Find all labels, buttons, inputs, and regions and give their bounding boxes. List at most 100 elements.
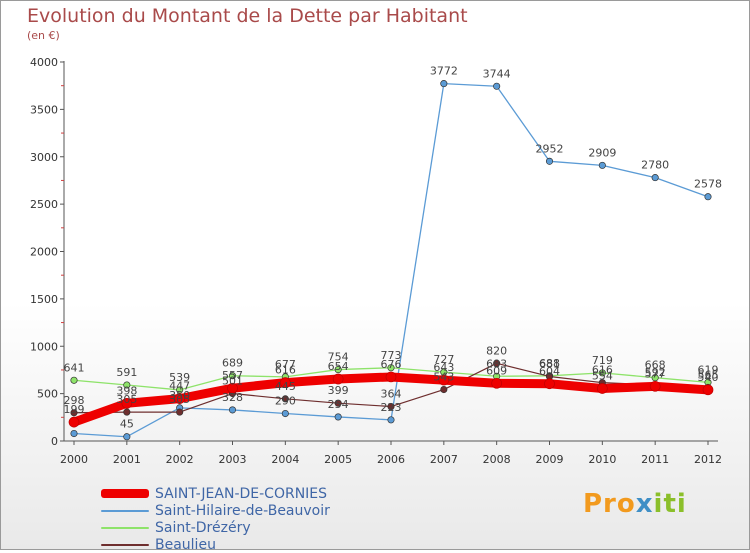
series-point-0 <box>491 377 503 389</box>
x-tick-label: 2012 <box>694 453 722 466</box>
legend-label: Saint-Drézéry <box>155 519 251 536</box>
data-label-1: 2952 <box>536 142 564 155</box>
data-label-3: 399 <box>328 384 349 397</box>
series-point-1 <box>704 193 712 201</box>
data-label-2: 773 <box>381 349 402 362</box>
data-label-3: 616 <box>592 364 613 377</box>
legend-swatch <box>101 526 149 529</box>
y-tick-label: 500 <box>37 388 58 401</box>
data-label-2: 677 <box>275 358 296 371</box>
legend-item: Saint-Drézéry <box>101 519 330 536</box>
data-label-2: 668 <box>645 359 666 372</box>
data-label-0: 199 <box>64 403 85 416</box>
series-point-0 <box>649 380 661 392</box>
series-point-1 <box>598 161 606 169</box>
data-label-2: 719 <box>592 354 613 367</box>
data-label-1: 2578 <box>694 178 722 191</box>
x-tick-label: 2004 <box>271 453 299 466</box>
y-tick-label: 2000 <box>30 246 58 259</box>
series-point-0 <box>227 382 238 394</box>
series-point-0 <box>332 373 344 385</box>
series-point-2 <box>334 366 342 374</box>
data-label-0: 654 <box>328 360 349 373</box>
data-label-2: 683 <box>486 357 507 370</box>
y-tick-label: 4000 <box>30 56 58 69</box>
data-label-0: 609 <box>486 364 507 377</box>
data-label-1: 3772 <box>430 65 458 78</box>
series-point-1 <box>545 157 554 165</box>
data-label-0: 577 <box>645 367 666 380</box>
y-tick-label: 0 <box>51 435 58 448</box>
legend-swatch <box>101 489 149 498</box>
data-label-2: 688 <box>539 357 560 370</box>
x-tick-label: 2001 <box>113 453 141 466</box>
x-tick-label: 2007 <box>430 453 458 466</box>
series-point-0 <box>596 383 608 394</box>
data-label-2: 591 <box>116 366 137 379</box>
data-label-3: 298 <box>64 394 85 407</box>
data-label-2: 539 <box>169 371 190 384</box>
data-label-1: 45 <box>120 418 134 431</box>
chart-title: Evolution du Montant de la Dette par Hab… <box>27 5 468 27</box>
data-label-1: 223 <box>381 401 402 414</box>
data-label-1: 3744 <box>483 67 511 80</box>
data-label-1: 254 <box>328 398 349 411</box>
x-tick-label: 2005 <box>324 453 352 466</box>
series-point-2 <box>598 369 606 377</box>
y-tick-label: 3000 <box>30 151 58 164</box>
series-point-1 <box>123 433 131 441</box>
logo-text-part-2: x <box>635 489 654 519</box>
data-label-3: 501 <box>222 375 243 388</box>
data-label-3: 305 <box>116 393 137 406</box>
legend: SAINT-JEAN-DE-CORNIES Saint-Hilaire-de-Be… <box>101 485 330 553</box>
series-point-1 <box>70 429 78 438</box>
series-point-0 <box>385 371 397 383</box>
data-label-1: 290 <box>275 395 296 408</box>
data-label-2: 727 <box>433 353 454 366</box>
series-point-0 <box>121 397 133 409</box>
data-label-2: 754 <box>328 351 349 364</box>
legend-label: Saint-Hilaire-de-Beauvoir <box>155 502 330 519</box>
series-point-3 <box>387 402 395 411</box>
series-point-0 <box>702 384 714 396</box>
series-point-1 <box>228 406 237 414</box>
series-point-3 <box>70 409 78 417</box>
logo-text-part-1: Pro <box>583 489 636 519</box>
series-point-3 <box>281 395 289 403</box>
data-label-3: 364 <box>381 388 402 401</box>
series-point-0 <box>438 374 450 386</box>
data-label-1: 328 <box>222 391 243 404</box>
data-label-0: 557 <box>222 369 243 382</box>
series-point-1 <box>281 409 289 418</box>
legend-item: SAINT-JEAN-DE-CORNIES <box>101 485 330 502</box>
data-label-0: 643 <box>433 361 454 374</box>
proxiti-logo: Proxiti <box>583 489 687 519</box>
series-point-1 <box>440 80 448 88</box>
series-point-0 <box>544 378 555 390</box>
data-label-1: 2909 <box>588 146 616 159</box>
data-label-3: 543 <box>433 371 454 384</box>
x-tick-label: 2002 <box>166 453 194 466</box>
series-point-0 <box>279 377 291 388</box>
x-tick-label: 2009 <box>536 453 564 466</box>
data-label-1: 2780 <box>641 159 669 172</box>
data-label-3: 565 <box>698 368 719 381</box>
data-label-3: 445 <box>275 380 296 393</box>
series-point-1 <box>334 413 342 421</box>
data-label-0: 676 <box>381 358 402 371</box>
legend-swatch <box>101 509 149 512</box>
x-tick-label: 2006 <box>377 453 405 466</box>
legend-label: Beaulieu <box>155 536 216 553</box>
data-label-2: 619 <box>698 363 719 376</box>
legend-item: Saint-Hilaire-de-Beauvoir <box>101 502 330 519</box>
series-point-3 <box>334 399 342 407</box>
legend-label: SAINT-JEAN-DE-CORNIES <box>155 485 328 502</box>
legend-swatch <box>101 543 149 546</box>
data-label-2: 641 <box>64 361 85 374</box>
y-tick-label: 1000 <box>30 340 58 353</box>
series-point-0 <box>174 393 186 404</box>
x-tick-label: 2008 <box>483 453 511 466</box>
x-tick-label: 2010 <box>588 453 616 466</box>
series-point-0 <box>68 416 80 428</box>
